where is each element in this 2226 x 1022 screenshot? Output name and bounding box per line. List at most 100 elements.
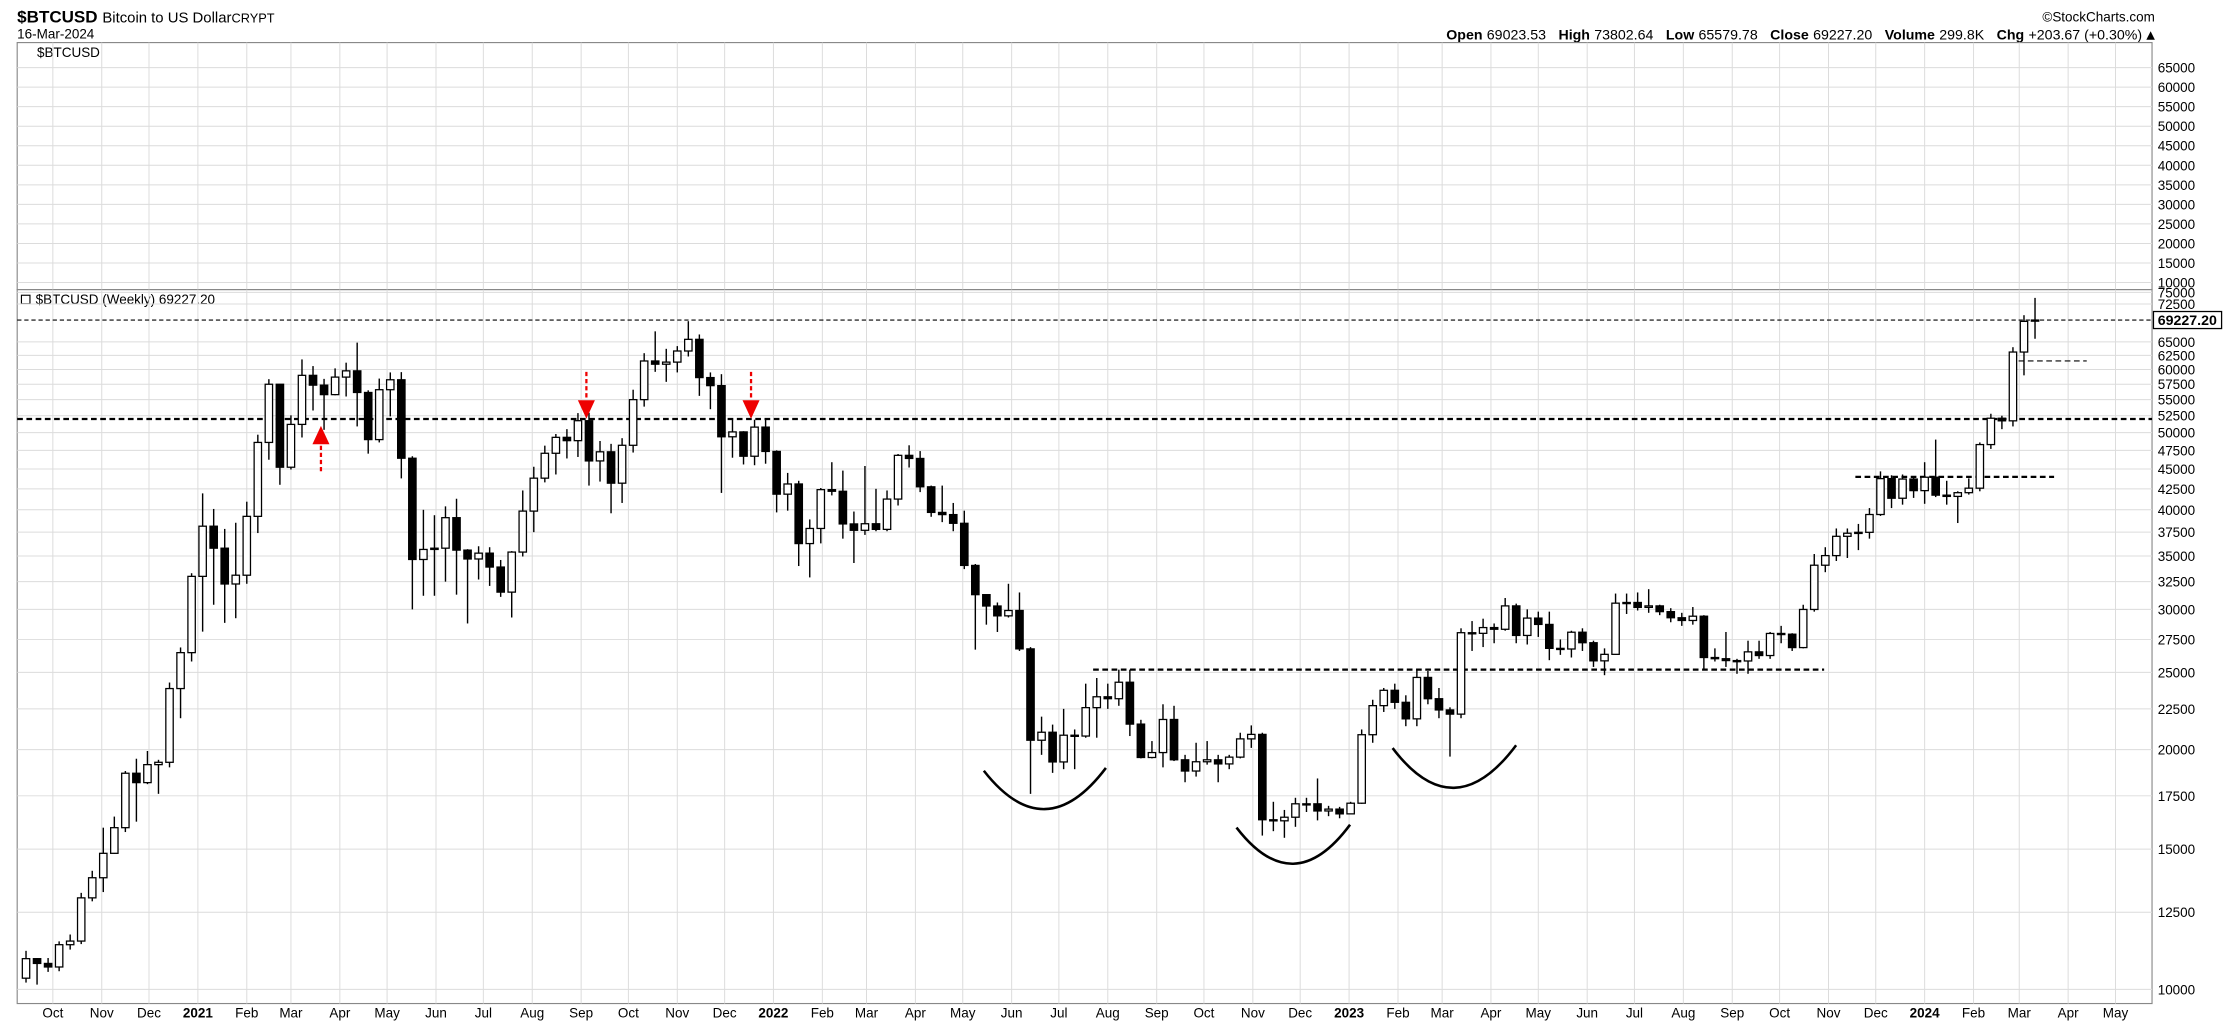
y-tick-label: 15000 <box>2158 842 2195 857</box>
candle-body <box>982 594 991 607</box>
y-tick-label: 37500 <box>2158 525 2195 540</box>
upper-panel: $BTCUSD 10000 15000 20000 25000 30000 35000 40… <box>16 42 2195 291</box>
candle-body <box>1865 513 1874 533</box>
candle-body <box>1103 696 1113 700</box>
x-tick-label: Sep <box>1720 1006 1744 1021</box>
candle-body <box>959 522 969 567</box>
x-tick-label: Sep <box>1145 1006 1169 1021</box>
candle-body <box>849 523 859 531</box>
x-tick-label: Dec <box>713 1006 737 1021</box>
quote-line: Open 69023.53 High 73802.64 Low 65579.78 Cl… <box>1446 28 2142 44</box>
candle-body <box>474 552 483 560</box>
candle-body <box>253 441 263 517</box>
x-tick-label: Apr <box>329 1006 350 1021</box>
candle-body <box>1942 494 1952 498</box>
y-tick-label: 60000 <box>2158 80 2195 95</box>
candle-body <box>1522 617 1532 637</box>
annotations <box>312 371 1518 865</box>
candle-body <box>1423 676 1433 700</box>
candle-body <box>937 511 947 516</box>
x-tick-label: Dec <box>1864 1006 1888 1021</box>
candle-body <box>1434 698 1444 711</box>
candle-body <box>1026 648 1035 741</box>
quote-value: 65579.78 <box>1699 28 1758 44</box>
x-tick-label: Apr <box>905 1006 926 1021</box>
candle-body <box>297 374 307 426</box>
candle-body <box>805 527 815 545</box>
candle-body <box>1070 734 1080 737</box>
candle-body <box>1589 642 1598 662</box>
y-tick-label: 40000 <box>2158 503 2195 518</box>
candle-body <box>275 383 285 468</box>
candle-body <box>683 338 693 352</box>
candle-body <box>319 384 329 396</box>
y-tick-label: 35000 <box>2158 178 2195 193</box>
quote-label: Chg <box>1997 28 2025 44</box>
quote-value: 299.8K <box>1939 28 1985 44</box>
y-tick-label: 55000 <box>2158 393 2195 408</box>
x-tick-label: Oct <box>1193 1006 1214 1021</box>
quote-label: High <box>1558 28 1590 44</box>
candle-body <box>1092 696 1102 709</box>
candle-body <box>562 436 572 442</box>
candle-body <box>628 398 638 446</box>
candle-body <box>893 454 903 500</box>
last-price-box <box>2152 310 2223 330</box>
candle-body <box>187 575 196 654</box>
x-tick-label: Nov <box>1817 1006 1841 1021</box>
x-tick-label: Oct <box>42 1006 63 1021</box>
x-tick-label: Aug <box>520 1006 544 1021</box>
x-tick-label: Jul <box>475 1006 492 1021</box>
candle-body <box>330 376 340 396</box>
candle-body <box>915 457 925 488</box>
x-tick-label: Nov <box>665 1006 689 1021</box>
candle-body <box>584 420 594 462</box>
y-tick-label: 10000 <box>2158 276 2195 291</box>
candle-body <box>1666 611 1676 619</box>
x-tick-label: Apr <box>1480 1006 1501 1021</box>
candle-body <box>1721 658 1731 662</box>
candle-body <box>1324 808 1333 812</box>
x-tick-label: 2021 <box>183 1006 213 1021</box>
source: ©StockCharts.com <box>2042 9 2154 24</box>
candle-body <box>264 383 274 444</box>
candle-body <box>1876 478 1885 516</box>
quote-label: Open <box>1446 28 1482 44</box>
candle-body <box>750 426 759 457</box>
y-tick-label: 32500 <box>2158 575 2195 590</box>
candle-body <box>1346 802 1355 815</box>
candle-body <box>1578 631 1587 644</box>
y-tick-label: 10000 <box>2158 982 2195 997</box>
candle-body <box>1224 756 1234 765</box>
candle-body <box>1081 706 1091 737</box>
quote-value: +203.67 (+0.30%) <box>2029 28 2143 44</box>
candle-body <box>794 483 804 545</box>
candle-body <box>121 772 130 829</box>
candle-body <box>1412 676 1422 720</box>
candle-body <box>1280 816 1289 822</box>
candle-body <box>1909 478 1918 492</box>
y-tick-label: 35000 <box>2158 549 2195 564</box>
y-tick-label: 20000 <box>2158 236 2195 251</box>
candle-body <box>76 897 86 942</box>
y-tick-label: 20000 <box>2158 743 2195 758</box>
x-tick-label: 2024 <box>1910 1006 1940 1021</box>
candle-body <box>1379 689 1389 707</box>
candle-body <box>1710 656 1720 660</box>
candle-body <box>1699 615 1709 659</box>
candle-body <box>87 877 97 899</box>
candle-body <box>1235 738 1245 758</box>
candle-body <box>132 772 141 784</box>
quote-value: 69023.53 <box>1487 28 1546 44</box>
candle-body <box>1776 632 1786 636</box>
candle-body <box>1567 631 1576 650</box>
candle-body <box>1390 689 1400 703</box>
y-tick-label: 25000 <box>2158 665 2195 680</box>
candle-body <box>1191 761 1201 772</box>
candle-body <box>1920 476 1929 492</box>
candle-body <box>860 523 870 531</box>
y-tick-label: 50000 <box>2158 426 2195 441</box>
arrow-head <box>742 400 760 419</box>
candle-body <box>1622 601 1631 605</box>
candle-body <box>1644 605 1654 609</box>
